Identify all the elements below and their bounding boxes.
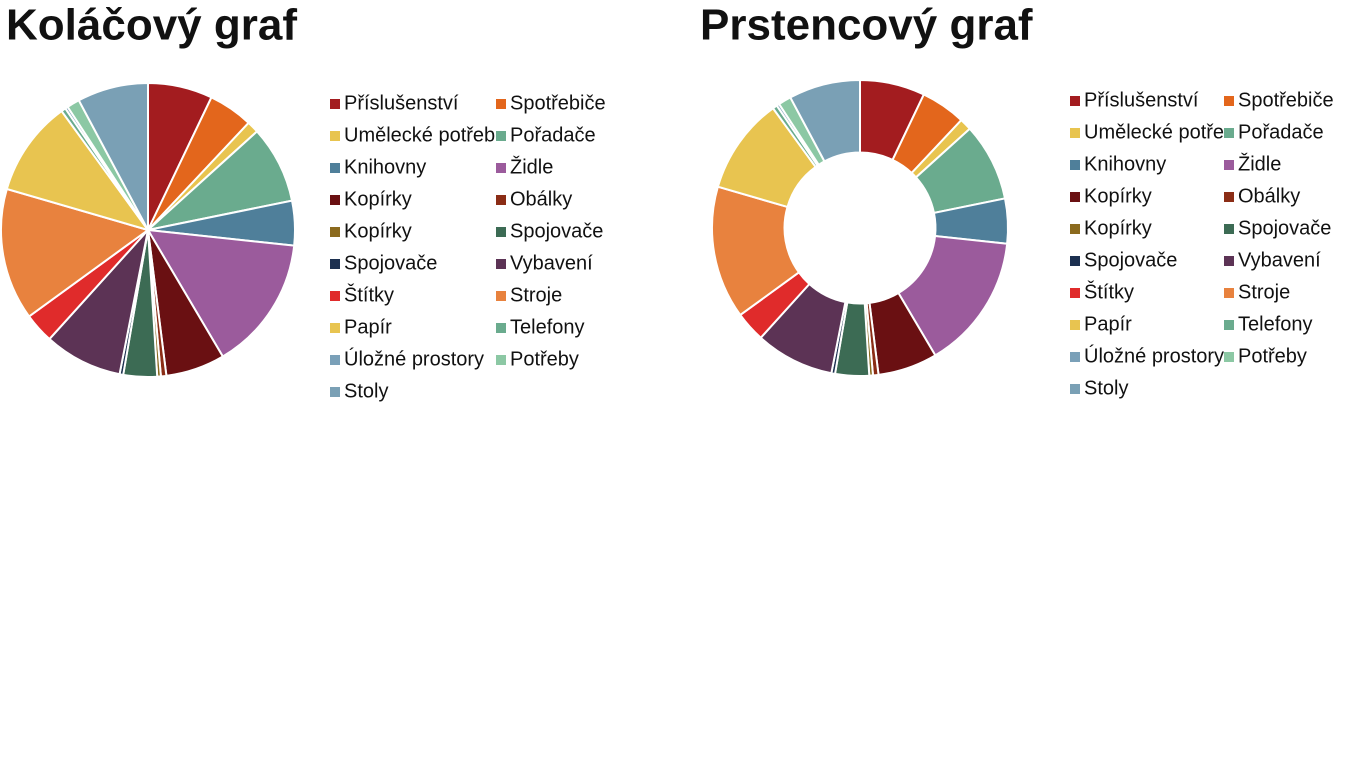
legend-label: Telefony	[1238, 313, 1313, 335]
legend-label: Kopírky	[1084, 185, 1152, 207]
legend-swatch	[496, 131, 506, 141]
legend-swatch	[496, 323, 506, 333]
legend-swatch	[1224, 160, 1234, 170]
legend-label: Spotřebiče	[510, 92, 606, 114]
legend-swatch	[496, 355, 506, 365]
legend-swatch	[1224, 352, 1234, 362]
legend-label: Stoly	[344, 380, 388, 402]
legend-label: Spojovače	[344, 252, 437, 274]
legend-swatch	[1070, 160, 1080, 170]
slice	[5, 109, 151, 232]
legend-label: Telefony	[510, 316, 585, 338]
legend-swatch	[1070, 320, 1080, 330]
legend-label: Pořadače	[1238, 121, 1324, 143]
legend-label: Obálky	[510, 188, 572, 210]
legend-label: Příslušenství	[344, 92, 459, 114]
legend-swatch	[1224, 192, 1234, 202]
legend-label: Spojovače	[510, 220, 603, 242]
legend-swatch	[496, 291, 506, 301]
legend-swatch	[330, 227, 340, 237]
legend-swatch	[496, 195, 506, 205]
legend-label: Potřeby	[510, 348, 579, 370]
legend-label: Kopírky	[344, 188, 412, 210]
slice	[77, 81, 149, 231]
legend-label: Štítky	[1084, 280, 1134, 303]
legend-label: Spojovače	[1238, 217, 1331, 239]
legend-swatch	[1070, 288, 1080, 298]
legend-label: Židle	[510, 155, 553, 178]
legend-label: Příslušenství	[1084, 89, 1199, 111]
legend-swatch	[1224, 288, 1234, 298]
legend-label: Potřeby	[1238, 345, 1307, 367]
legend-swatch	[330, 291, 340, 301]
legend-swatch	[1224, 224, 1234, 234]
slice	[788, 78, 861, 163]
legend-swatch	[330, 195, 340, 205]
legend-swatch	[1070, 352, 1080, 362]
legend-swatch	[1070, 96, 1080, 106]
legend-swatch	[330, 387, 340, 397]
legend-label: Papír	[344, 316, 392, 338]
legend-swatch	[1070, 192, 1080, 202]
legend-swatch	[496, 259, 506, 269]
chart-title: Koláčový graf	[6, 1, 297, 50]
legend-label: Vybavení	[1238, 249, 1321, 271]
slice	[146, 228, 296, 358]
legend-swatch	[1224, 320, 1234, 330]
legend-swatch	[1224, 96, 1234, 106]
slice	[0, 187, 151, 318]
legend-label: Kopírky	[1084, 217, 1152, 239]
legend-swatch	[330, 323, 340, 333]
legend-swatch	[330, 259, 340, 269]
legend-swatch	[1070, 256, 1080, 266]
legend-label: Vybavení	[510, 252, 593, 274]
legend-label: Obálky	[1238, 185, 1300, 207]
legend-label: Stoly	[1084, 377, 1128, 399]
legend-swatch	[1070, 128, 1080, 138]
legend-label: Papír	[1084, 313, 1132, 335]
legend-swatch	[1224, 128, 1234, 138]
legend-swatch	[330, 355, 340, 365]
legend-swatch	[1070, 224, 1080, 234]
legend-swatch	[330, 99, 340, 109]
legend-label: Knihovny	[344, 156, 426, 178]
legend-label: Spojovače	[1084, 249, 1177, 271]
legend-label: Úložné prostory	[1084, 344, 1224, 367]
legend-label: Úložné prostory	[344, 347, 484, 370]
legend-swatch	[330, 163, 340, 173]
legend-swatch	[330, 131, 340, 141]
legend-label: Umělecké potře	[1084, 121, 1224, 143]
legend-swatch	[496, 163, 506, 173]
legend-label: Knihovny	[1084, 153, 1166, 175]
legend-label: Kopírky	[344, 220, 412, 242]
legend-label: Židle	[1238, 152, 1281, 175]
legend-label: Stroje	[510, 284, 562, 306]
legend-label: Pořadače	[510, 124, 596, 146]
chart-title: Prstencový graf	[700, 1, 1033, 50]
legend-swatch	[496, 227, 506, 237]
legend-label: Stroje	[1238, 281, 1290, 303]
legend-label: Umělecké potřeb	[344, 124, 495, 146]
legend-swatch	[1224, 256, 1234, 266]
legend-swatch	[1070, 384, 1080, 394]
legend-label: Štítky	[344, 283, 394, 306]
legend-label: Spotřebiče	[1238, 89, 1334, 111]
legend-swatch	[496, 99, 506, 109]
